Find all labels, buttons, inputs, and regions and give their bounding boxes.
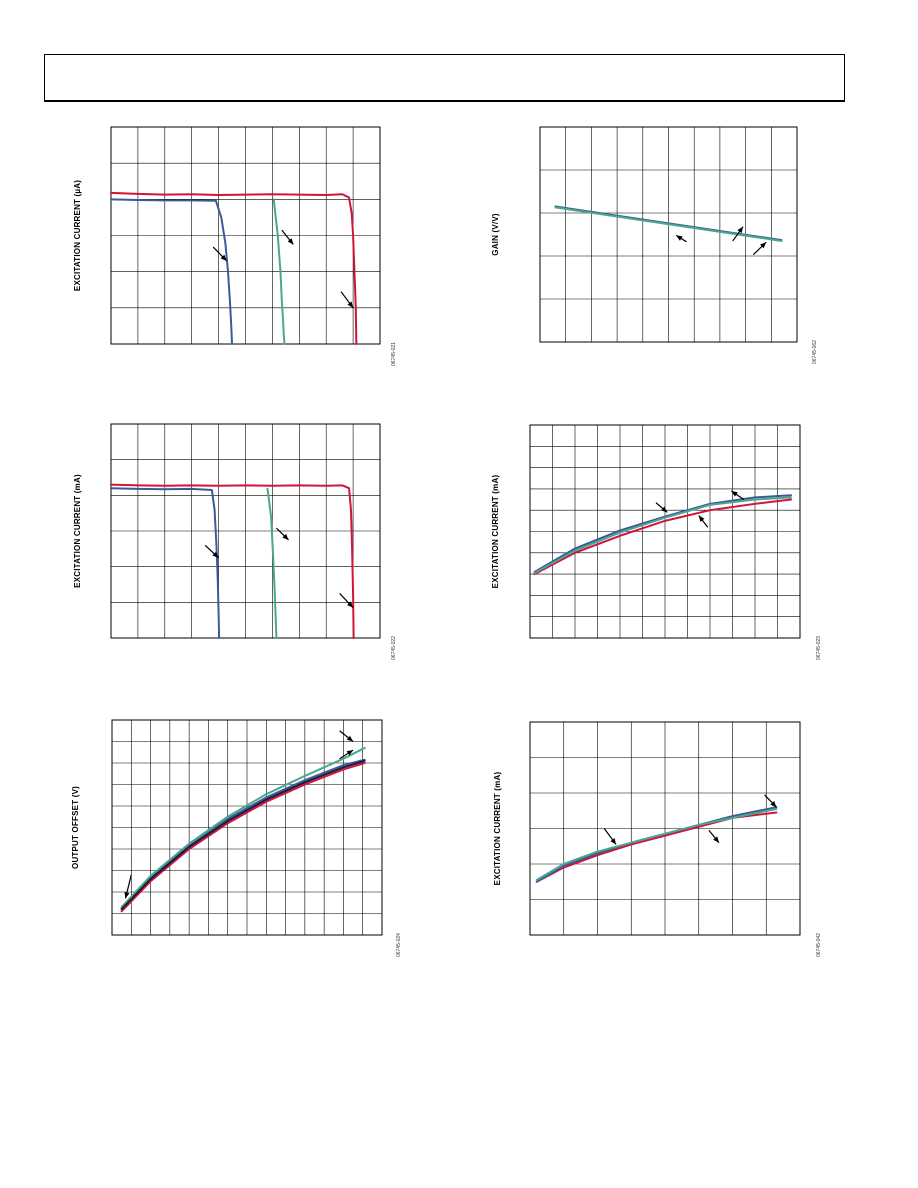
annotation-arrow-1 — [655, 502, 668, 513]
plot-frame — [529, 721, 801, 936]
figure-code: 06745-024 — [396, 933, 402, 957]
annotation-arrow-2 — [732, 226, 744, 242]
series-line-3 — [535, 807, 778, 881]
figure-code: 06745-023 — [816, 636, 822, 660]
annotation-arrow-2 — [708, 829, 720, 844]
series-line-3 — [533, 496, 792, 575]
annotation-arrow-1 — [675, 234, 687, 243]
chart-panel-output-offset: OUTPUT OFFSET (V) 06745-024 — [60, 712, 402, 980]
annotation-arrow-2 — [281, 229, 294, 245]
annotation-arrow-3 — [752, 241, 767, 256]
figure-code: 06745-021 — [391, 342, 397, 366]
series-line-1 — [110, 483, 355, 639]
series-line-2 — [120, 758, 366, 910]
series-line-1 — [120, 762, 366, 913]
annotation-arrow-2 — [698, 515, 709, 528]
annotation-arrow-2 — [276, 527, 289, 541]
annotation-arrow-1 — [204, 544, 220, 559]
series-line-1 — [535, 811, 778, 883]
chart-svg: EXCITATION CURRENT (µA) 06745-021 — [73, 126, 397, 366]
y-axis-label: EXCITATION CURRENT (mA) — [491, 475, 500, 589]
plot-frame — [111, 719, 383, 936]
series-line-2 — [554, 206, 783, 242]
annotation-arrow-3 — [339, 749, 354, 760]
annotation-arrow-1 — [124, 874, 132, 899]
y-axis-label: EXCITATION CURRENT (mA) — [493, 772, 502, 886]
annotation-arrow-3 — [340, 291, 354, 309]
figure-code: 06745-022 — [391, 636, 397, 660]
annotation-arrow-2 — [339, 730, 354, 742]
series-line-1 — [110, 191, 358, 345]
y-axis-label: OUTPUT OFFSET (V) — [71, 786, 80, 869]
series-line-1 — [533, 498, 792, 576]
chart-panel-excitation-current-ma-2: EXCITATION CURRENT (mA) 06745-023 — [480, 418, 825, 680]
series-line-4 — [120, 759, 366, 911]
chart-svg: GAIN (V/V) 06745-062 — [491, 126, 818, 364]
figure-code: 06745-042 — [816, 933, 822, 957]
plot-frame — [539, 126, 798, 343]
y-axis-label: EXCITATION CURRENT (mA) — [73, 474, 82, 588]
annotation-arrow-1 — [212, 246, 228, 262]
plot-frame — [529, 424, 801, 639]
series-line-2 — [110, 198, 234, 345]
series-line-3 — [120, 746, 366, 909]
annotation-arrow-3 — [339, 593, 354, 609]
chart-panel-excitation-current-ua: EXCITATION CURRENT (µA) 06745-021 — [60, 120, 400, 380]
plot-frame — [110, 423, 381, 639]
chart-svg: OUTPUT OFFSET (V) 06745-024 — [71, 719, 402, 957]
chart-panel-excitation-current-ma-1: EXCITATION CURRENT (mA) 06745-022 — [60, 418, 400, 680]
chart-svg: EXCITATION CURRENT (mA) 06745-023 — [491, 424, 822, 660]
annotation-arrow-3 — [764, 794, 777, 808]
series-line-2 — [110, 487, 221, 639]
series-line-3 — [266, 487, 278, 639]
y-axis-label: EXCITATION CURRENT (µA) — [73, 180, 82, 291]
chart-svg: EXCITATION CURRENT (mA) 06745-042 — [493, 721, 822, 957]
chart-svg: EXCITATION CURRENT (mA) 06745-022 — [73, 423, 397, 660]
plot-frame — [110, 126, 381, 345]
y-axis-label: GAIN (V/V) — [491, 213, 500, 256]
chart-panel-gain: GAIN (V/V) 06745-062 — [480, 120, 825, 380]
series-line-3 — [272, 198, 286, 345]
series-line-2 — [535, 806, 778, 883]
page-header-frame — [44, 54, 845, 102]
chart-panel-excitation-current-ma-3: EXCITATION CURRENT (mA) 06745-042 — [480, 712, 825, 980]
series-line-2 — [533, 494, 792, 573]
figure-code: 06745-062 — [812, 340, 818, 364]
annotation-arrow-3 — [731, 490, 745, 501]
annotation-arrow-1 — [603, 828, 617, 845]
